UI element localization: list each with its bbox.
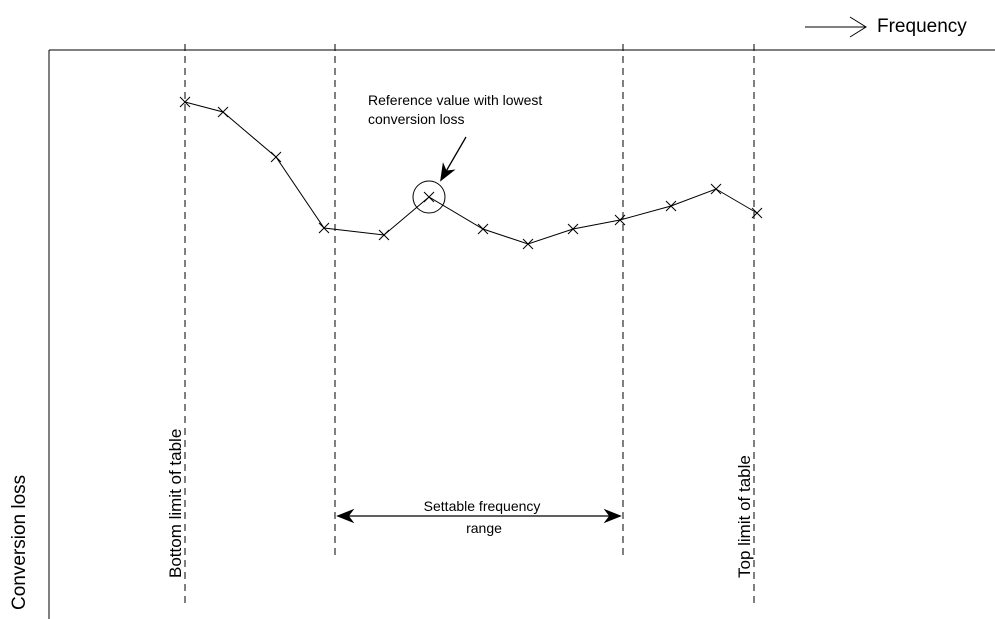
- curve-point-marker: [270, 151, 282, 163]
- reference-pointer-arrow-icon: [440, 136, 467, 182]
- reference-value-label-line1: Reference value with lowest: [368, 92, 542, 108]
- settable-range-label: Settable frequency range: [424, 498, 545, 536]
- curve-point-marker: [217, 106, 229, 118]
- curve-point-marker: [522, 238, 534, 250]
- reference-value-label: Reference value with lowest conversion l…: [368, 92, 546, 127]
- conversion-loss-axis-label: Conversion loss: [9, 475, 30, 610]
- curve-point-marker: [477, 223, 489, 235]
- reference-value-circle: [412, 180, 446, 214]
- top-limit-label: Top limit of table: [735, 455, 754, 578]
- curve-point-marker: [378, 229, 390, 241]
- settable-frequency-range: Settable frequency range: [336, 498, 622, 536]
- settable-range-label-line2: range: [466, 520, 502, 536]
- curve-point-marker: [751, 207, 763, 219]
- conversion-loss-curve: [179, 96, 763, 250]
- curve-point-marker: [567, 223, 579, 235]
- curve-point-marker: [318, 222, 330, 234]
- curve-point-marker: [179, 96, 191, 108]
- frequency-axis-label: Frequency: [877, 16, 967, 37]
- conversion-loss-curve-line: [184, 101, 758, 245]
- curve-point-marker: [665, 200, 677, 212]
- frequency-axis-indicator: Frequency: [805, 16, 967, 38]
- reference-value-label-line2: conversion loss: [368, 111, 465, 127]
- bottom-limit-label: Bottom limit of table: [166, 429, 185, 578]
- curve-point-marker: [710, 183, 722, 195]
- settable-range-label-line1: Settable frequency: [424, 498, 541, 514]
- curve-point-marker: [423, 191, 435, 203]
- frequency-arrowhead-icon: [849, 16, 867, 38]
- curve-point-marker: [614, 214, 626, 226]
- reference-value-callout: Reference value with lowest conversion l…: [368, 92, 546, 214]
